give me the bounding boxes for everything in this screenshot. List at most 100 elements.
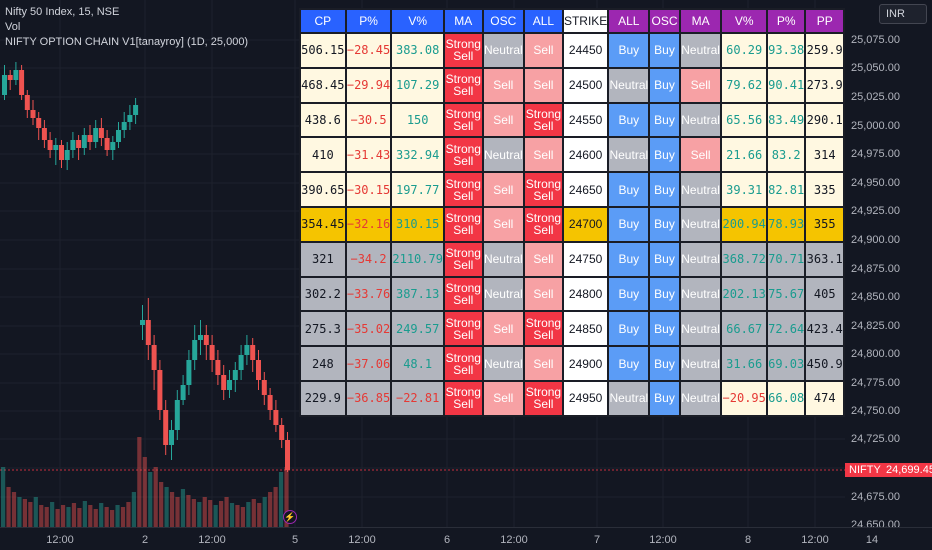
put-ma-signal-cell: Neutral — [678, 101, 723, 139]
put-ma-signal-cell: Neutral — [678, 205, 723, 243]
call-volume-change-cell: 332.94 — [390, 136, 445, 174]
call-osc-signal-cell: Sell — [481, 310, 525, 348]
call-price-cell: 468.45 — [299, 66, 347, 104]
volume-bar — [77, 508, 82, 527]
volume-bar — [240, 507, 245, 527]
option-chain-row: 354.45 −32.16 310.15 Strong Sell Sell Strong … — [299, 205, 845, 243]
put-volume-change-cell: 200.94 — [720, 205, 768, 243]
call-all-signal-cell: Sell — [522, 240, 564, 278]
option-chain-row: 321 −34.2 2110.79 Strong Sell Neutral Sell 247… — [299, 240, 845, 278]
time-axis-label: 14 — [865, 534, 879, 546]
candle — [70, 140, 76, 150]
call-volume-change-cell: 387.13 — [390, 275, 445, 313]
call-ma-signal-cell: Strong Sell — [442, 136, 484, 174]
put-price-cell: 273.9 — [804, 66, 845, 104]
time-axis-label: 6 — [443, 534, 451, 546]
strike-cell: 24550 — [561, 101, 610, 139]
volume-bar — [262, 497, 267, 527]
put-price-change-cell: 90.41 — [765, 66, 807, 104]
volume-bar — [186, 495, 191, 527]
price-axis-label: 24,825.00 — [851, 320, 900, 332]
call-all-signal-cell: Strong Sell — [522, 101, 564, 139]
strike-cell: 24700 — [561, 205, 610, 243]
candle — [93, 128, 99, 142]
call-ma-signal-cell: Strong Sell — [442, 240, 484, 278]
candle — [232, 370, 238, 380]
volume-bar — [175, 497, 180, 527]
time-axis[interactable]: 12:00 2 12:00 5 12:00 6 12:00 7 12:00 8 12:00 14 — [0, 527, 932, 550]
put-all-signal-cell: Buy — [607, 171, 651, 208]
volume-bar — [104, 507, 109, 527]
symbol-title[interactable]: Nifty 50 Index, 15, NSE — [5, 6, 120, 18]
put-osc-signal-cell: Buy — [648, 205, 681, 243]
lightning-icon[interactable]: ⚡ — [283, 510, 297, 524]
volume-bar — [208, 500, 213, 527]
put-osc-signal-cell: Buy — [648, 310, 681, 348]
volume-bar — [39, 505, 44, 527]
candle — [121, 122, 127, 130]
call-osc-signal-cell: Sell — [481, 205, 525, 243]
strike-cell: 24450 — [561, 32, 610, 69]
put-ma-signal-cell: Neutral — [678, 310, 723, 348]
option-chain-row: 275.3 −35.02 249.57 Strong Sell Sell Strong S… — [299, 310, 845, 348]
candle — [169, 430, 174, 445]
put-ma-signal-cell: Neutral — [678, 32, 723, 69]
call-price-change-cell: −28.45 — [344, 32, 393, 69]
price-axis-label: 25,075.00 — [851, 34, 900, 46]
put-osc-signal-cell: Buy — [648, 379, 681, 417]
call-price-change-cell: −35.02 — [344, 310, 393, 348]
option-chain-row: 248 −37.06 48.1 Strong Sell Neutral Sell 24900… — [299, 345, 845, 382]
volume-bars — [1, 437, 289, 527]
volume-bar — [110, 510, 115, 527]
strike-cell: 24600 — [561, 136, 610, 174]
candle — [59, 145, 64, 160]
candle — [104, 138, 110, 150]
chart-legend: Nifty 50 Index, 15, NSE Vol NIFTY OPTION… — [5, 5, 248, 50]
volume-indicator-label[interactable]: Vol — [5, 21, 21, 33]
option-chain-row: 438.6 −30.5 150 Strong Sell Sell Strong Sell 2… — [299, 101, 845, 139]
header-call-all: ALL — [522, 8, 564, 34]
chart-area[interactable]: Nifty 50 Index, 15, NSE Vol NIFTY OPTION… — [0, 0, 845, 527]
put-osc-signal-cell: Buy — [648, 32, 681, 69]
candle — [127, 115, 133, 122]
candle — [98, 128, 104, 138]
call-ma-signal-cell: Strong Sell — [442, 345, 484, 382]
option-chain-row: 302.2 −33.76 387.13 Strong Sell Neutral Sell 2… — [299, 275, 845, 313]
candle — [145, 320, 151, 345]
price-axis-label: 24,975.00 — [851, 148, 900, 160]
put-volume-change-cell: 31.66 — [720, 345, 768, 382]
call-ma-signal-cell: Strong Sell — [442, 32, 484, 69]
candle — [273, 410, 279, 425]
volume-bar — [284, 467, 289, 527]
currency-selector[interactable]: INR — [879, 4, 927, 24]
call-osc-signal-cell: Neutral — [481, 240, 525, 278]
time-axis-label: 5 — [291, 534, 299, 546]
time-axis-label: 2 — [141, 534, 149, 546]
call-osc-signal-cell: Sell — [481, 379, 525, 417]
price-axis-label: 24,750.00 — [851, 405, 900, 417]
price-axis-label: 24,725.00 — [851, 433, 900, 445]
candle — [64, 150, 70, 160]
call-volume-change-cell: 310.15 — [390, 205, 445, 243]
strike-cell: 24800 — [561, 275, 610, 313]
volume-bar — [142, 457, 147, 527]
volume-bar — [268, 492, 273, 527]
put-volume-change-cell: 65.56 — [720, 101, 768, 139]
candle — [250, 345, 256, 360]
option-chain-indicator-label[interactable]: NIFTY OPTION CHAIN V1[tanayroy] (1D, 25,… — [5, 36, 249, 48]
price-axis-label: 24,675.00 — [851, 491, 900, 503]
call-price-change-cell: −32.16 — [344, 205, 393, 243]
put-price-change-cell: 75.67 — [765, 275, 807, 313]
volume-bar — [17, 497, 22, 527]
header-put-price-change: P% — [765, 8, 807, 34]
call-price-change-cell: −36.85 — [344, 379, 393, 417]
option-chain-row: 468.45 −29.94 107.29 Strong Sell Sell Sell 245… — [299, 66, 845, 104]
candle — [140, 320, 145, 325]
candle — [19, 70, 25, 95]
volume-bar — [197, 502, 202, 527]
candle — [24, 95, 30, 110]
put-ma-signal-cell: Sell — [678, 66, 723, 104]
price-axis[interactable]: INR 25,075.00 25,050.00 25,025.00 25,000.00… — [845, 0, 932, 531]
volume-bar — [148, 472, 153, 527]
header-strike: STRIKE — [561, 8, 610, 34]
